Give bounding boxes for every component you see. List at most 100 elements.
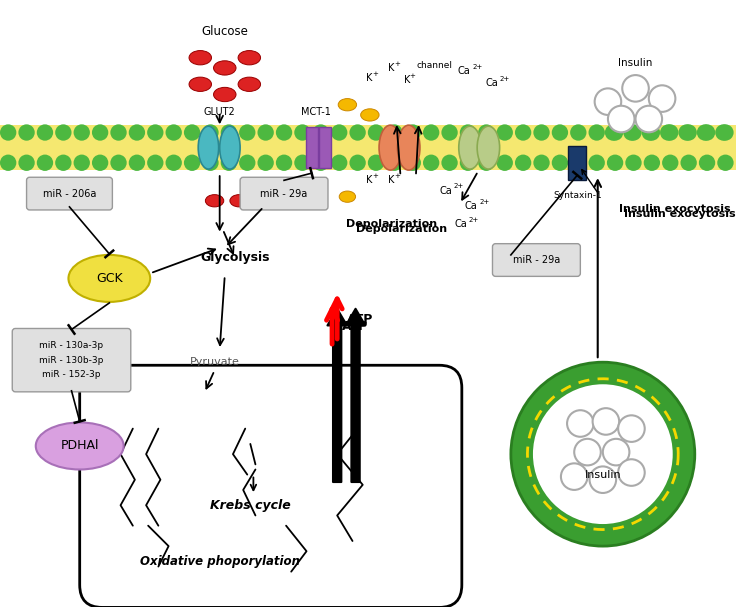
Circle shape <box>603 439 630 465</box>
Text: ATP: ATP <box>348 313 374 326</box>
Circle shape <box>19 155 35 171</box>
Circle shape <box>589 155 605 171</box>
Circle shape <box>147 155 163 171</box>
Circle shape <box>623 124 639 141</box>
Circle shape <box>0 155 16 171</box>
Circle shape <box>618 459 645 486</box>
Text: 2+: 2+ <box>500 76 510 82</box>
Text: 2+: 2+ <box>472 64 483 70</box>
Circle shape <box>662 124 678 141</box>
Circle shape <box>0 124 16 141</box>
Circle shape <box>680 155 697 171</box>
Text: MCT-1: MCT-1 <box>301 107 330 117</box>
Ellipse shape <box>339 191 356 203</box>
Circle shape <box>515 124 531 141</box>
Ellipse shape <box>398 125 420 170</box>
Circle shape <box>129 124 145 141</box>
Circle shape <box>37 124 53 141</box>
Circle shape <box>92 155 108 171</box>
Text: PDHAl: PDHAl <box>60 439 99 452</box>
Circle shape <box>294 124 310 141</box>
Text: K: K <box>404 75 410 85</box>
Circle shape <box>404 124 421 141</box>
Circle shape <box>497 124 513 141</box>
FancyBboxPatch shape <box>27 177 113 210</box>
Circle shape <box>478 124 495 141</box>
Text: Glycolysis: Glycolysis <box>200 252 270 264</box>
Circle shape <box>697 124 713 141</box>
Ellipse shape <box>213 61 236 75</box>
Text: Insulin: Insulin <box>618 58 653 68</box>
FancyBboxPatch shape <box>80 365 462 608</box>
Text: +: + <box>410 73 416 79</box>
Text: +: + <box>372 71 377 77</box>
Circle shape <box>257 124 274 141</box>
Ellipse shape <box>198 126 219 169</box>
Text: Insulin: Insulin <box>585 469 621 480</box>
FancyBboxPatch shape <box>240 177 328 210</box>
Circle shape <box>618 416 645 442</box>
Circle shape <box>442 124 458 141</box>
Circle shape <box>423 155 439 171</box>
Circle shape <box>184 155 200 171</box>
Text: K: K <box>366 176 372 185</box>
Circle shape <box>166 155 182 171</box>
Circle shape <box>221 124 237 141</box>
Circle shape <box>349 155 366 171</box>
Circle shape <box>552 124 568 141</box>
Text: Depolarization: Depolarization <box>356 224 447 234</box>
Circle shape <box>423 124 439 141</box>
Circle shape <box>110 155 127 171</box>
Text: miR - 152-3p: miR - 152-3p <box>43 370 101 379</box>
Circle shape <box>699 155 715 171</box>
Text: miR - 130a-3p: miR - 130a-3p <box>40 341 104 350</box>
Circle shape <box>221 155 237 171</box>
Circle shape <box>561 463 588 490</box>
Ellipse shape <box>189 77 212 91</box>
Circle shape <box>570 124 586 141</box>
Circle shape <box>92 124 108 141</box>
Text: GCK: GCK <box>96 272 122 285</box>
Circle shape <box>678 124 695 141</box>
Ellipse shape <box>238 51 260 65</box>
FancyArrowPatch shape <box>346 309 366 482</box>
Circle shape <box>478 155 495 171</box>
Text: 2+: 2+ <box>454 184 464 190</box>
Circle shape <box>589 466 616 493</box>
Circle shape <box>294 155 310 171</box>
Circle shape <box>257 155 274 171</box>
Text: Syntaxin-1: Syntaxin-1 <box>553 190 602 200</box>
Circle shape <box>202 155 219 171</box>
Text: Ca: Ca <box>454 219 468 230</box>
Circle shape <box>511 362 695 546</box>
Circle shape <box>368 124 384 141</box>
Ellipse shape <box>205 195 224 207</box>
Text: miR - 29a: miR - 29a <box>513 255 560 265</box>
Circle shape <box>55 155 72 171</box>
Circle shape <box>607 155 623 171</box>
Circle shape <box>276 124 292 141</box>
Circle shape <box>313 155 329 171</box>
Circle shape <box>55 124 72 141</box>
Ellipse shape <box>459 126 481 169</box>
Circle shape <box>349 124 366 141</box>
Circle shape <box>680 124 697 141</box>
Circle shape <box>386 155 403 171</box>
Circle shape <box>404 155 421 171</box>
Circle shape <box>642 124 658 141</box>
Circle shape <box>202 124 219 141</box>
Ellipse shape <box>230 195 248 207</box>
Bar <box>0 125 736 170</box>
Circle shape <box>570 155 586 171</box>
Text: K: K <box>388 176 395 185</box>
Text: GLUT2: GLUT2 <box>204 107 236 117</box>
Circle shape <box>497 155 513 171</box>
Ellipse shape <box>338 99 357 111</box>
Circle shape <box>166 124 182 141</box>
Circle shape <box>660 124 677 141</box>
Text: K: K <box>388 63 395 73</box>
Circle shape <box>386 124 403 141</box>
Text: 2+: 2+ <box>479 199 489 205</box>
Circle shape <box>625 124 642 141</box>
Text: Glucose: Glucose <box>201 25 248 38</box>
